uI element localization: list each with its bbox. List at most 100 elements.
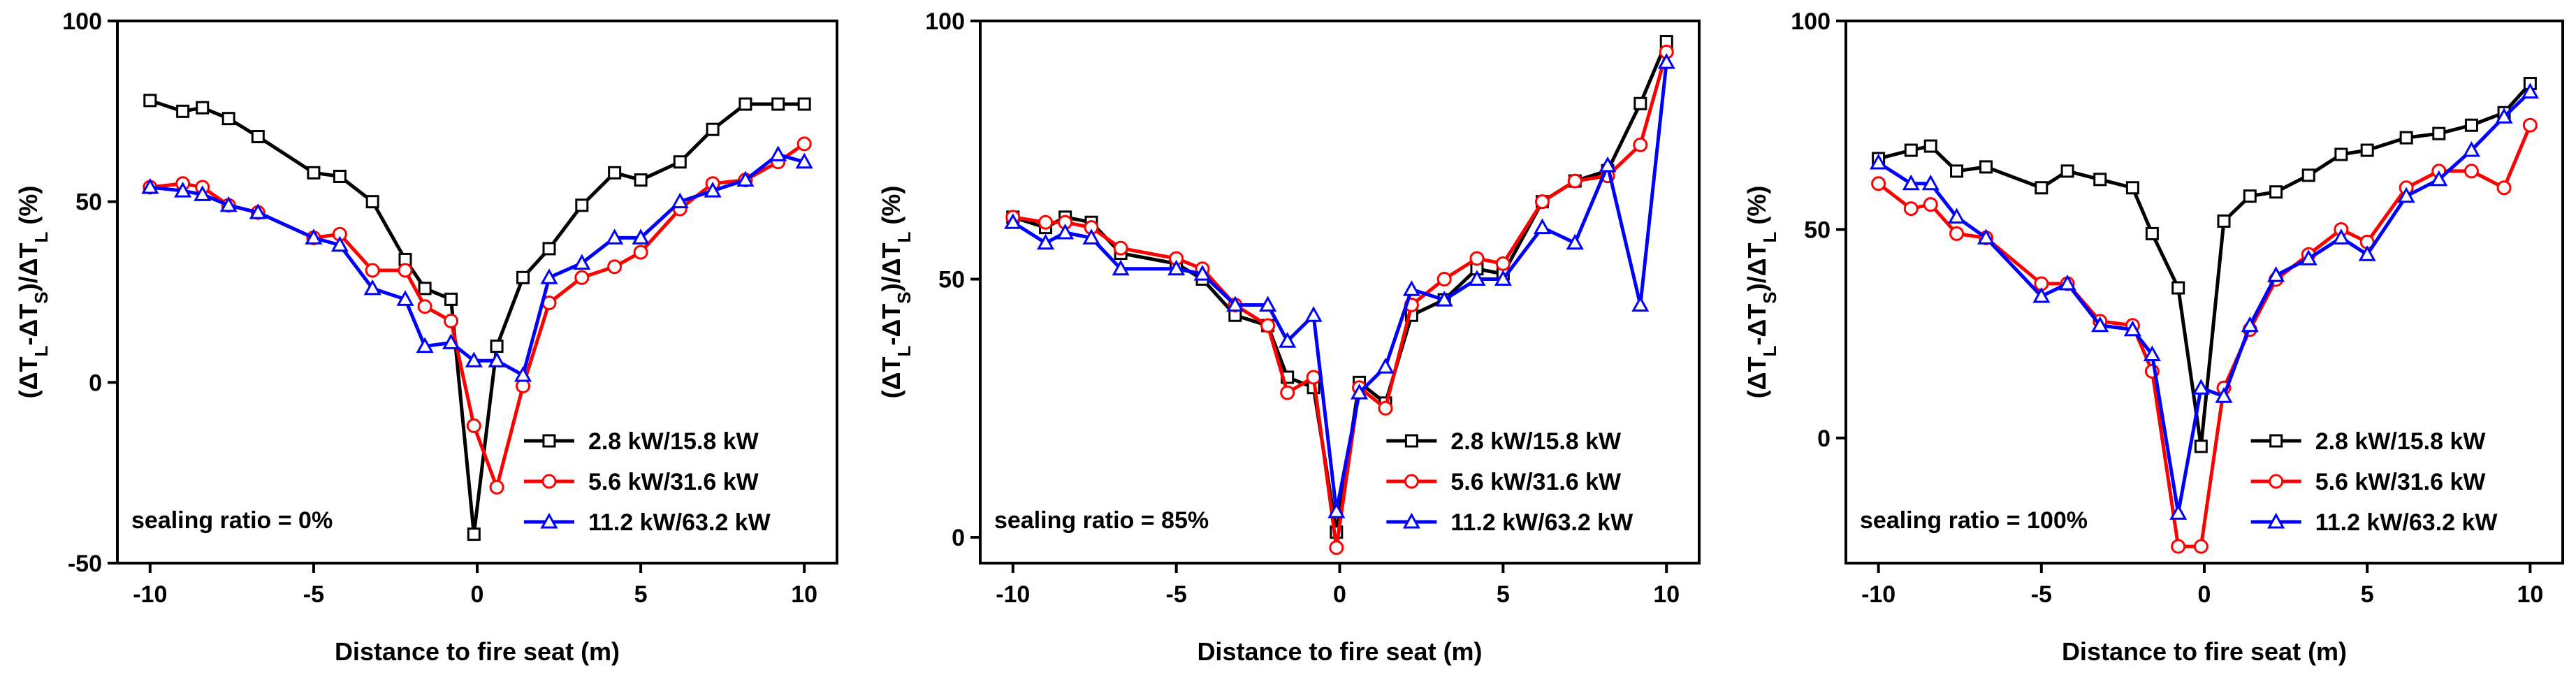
data-point [1904,143,1918,157]
data-point [1036,233,1055,250]
data-point [143,94,157,108]
data-point [608,166,622,180]
data-point [2060,164,2074,178]
data-point [2332,228,2350,245]
data-point [704,182,722,198]
data-point [574,270,590,285]
legend-marker [2267,512,2285,529]
data-point [1633,137,1648,152]
series-1 [143,94,811,541]
data-point [575,198,589,212]
data-point [2171,281,2185,295]
data-point [2269,185,2283,199]
data-point [1948,208,1966,224]
data-point [2462,140,2480,157]
data-point [444,292,458,306]
data-point [1436,272,1452,287]
data-point [1279,332,1297,348]
data-point [797,97,811,111]
data-point [607,259,623,275]
x-tick-label: 10 [1653,581,1680,608]
data-point [196,101,210,115]
data-point [1567,173,1582,189]
legend-label: 11.2 kW/63.2 kW [1450,509,1633,536]
data-point [542,242,556,256]
data-point [2169,504,2188,520]
data-point [2193,539,2208,554]
data-point [2358,245,2376,261]
data-point [219,196,238,212]
data-point [1226,296,1244,312]
x-tick-label: 0 [2198,581,2211,608]
data-point [1280,385,1295,400]
data-point [1402,280,1420,296]
x-axis-title: Distance to fire seat (m) [335,637,620,666]
y-axis-title: (ΔTL-ΔTS)/ΔTL (%) [877,186,915,399]
data-point [1329,540,1344,555]
data-point [2194,439,2208,453]
data-point [2032,286,2051,303]
legend-label: 5.6 kW/31.6 kW [588,469,759,495]
data-point [330,235,349,252]
data-point [1923,197,1938,212]
data-point [1004,213,1022,229]
data-point [573,254,591,270]
data-point [2145,226,2159,240]
legend-label: 11.2 kW/63.2 kW [2315,509,2498,536]
data-point [2035,181,2049,195]
data-point [365,263,380,278]
data-point [2243,189,2257,203]
series-1 [1872,77,2537,453]
legend-marker [1404,474,1419,489]
data-point [444,313,459,328]
x-tick-label: 5 [634,581,648,608]
legend-label: 2.8 kW/15.8 kW [2315,428,2487,455]
x-tick-label: -5 [1166,581,1187,608]
data-point [1167,259,1186,276]
data-point [1903,201,1919,217]
data-point [795,152,813,169]
data-point [769,145,787,161]
data-point [2267,266,2285,282]
legend-label: 2.8 kW/15.8 kW [1450,428,1622,455]
x-tick-label: -10 [1861,581,1895,608]
data-point [489,479,504,495]
data-point [2143,345,2161,362]
x-tick-label: -10 [996,581,1030,608]
data-point [673,155,687,169]
data-point [1949,226,1965,241]
data-point [1631,296,1650,312]
data-point [442,333,460,349]
legend-label: 5.6 kW/31.6 kW [1450,469,1622,495]
data-point [1304,306,1323,322]
y-axis-title: (ΔTL-ΔTS)/ΔTL (%) [14,186,52,399]
y-tick-label: 100 [925,8,965,35]
data-point [2522,117,2538,133]
data-point [1259,296,1277,312]
series-3 [1004,53,1675,518]
legend-marker [542,434,556,448]
sealing-ratio-label: sealing ratio = 100% [1860,507,2088,534]
series-3 [1870,82,2539,520]
data-point [2397,187,2415,203]
y-tick-label: 0 [89,370,102,396]
data-point [1327,502,1346,518]
data-point [174,182,192,198]
data-point [1534,194,1550,210]
data-point [365,195,379,209]
data-point [467,527,481,541]
data-point [2399,131,2413,145]
data-point [2521,82,2539,99]
data-point [221,112,235,126]
data-point [1351,384,1369,400]
data-point [466,418,481,433]
data-point [2430,170,2448,187]
data-point [1977,228,1995,245]
x-tick-label: -10 [133,581,167,608]
data-point [1923,139,1937,153]
legend-label: 2.8 kW/15.8 kW [588,428,759,455]
data-point [2217,214,2231,228]
data-point [1038,214,1054,230]
